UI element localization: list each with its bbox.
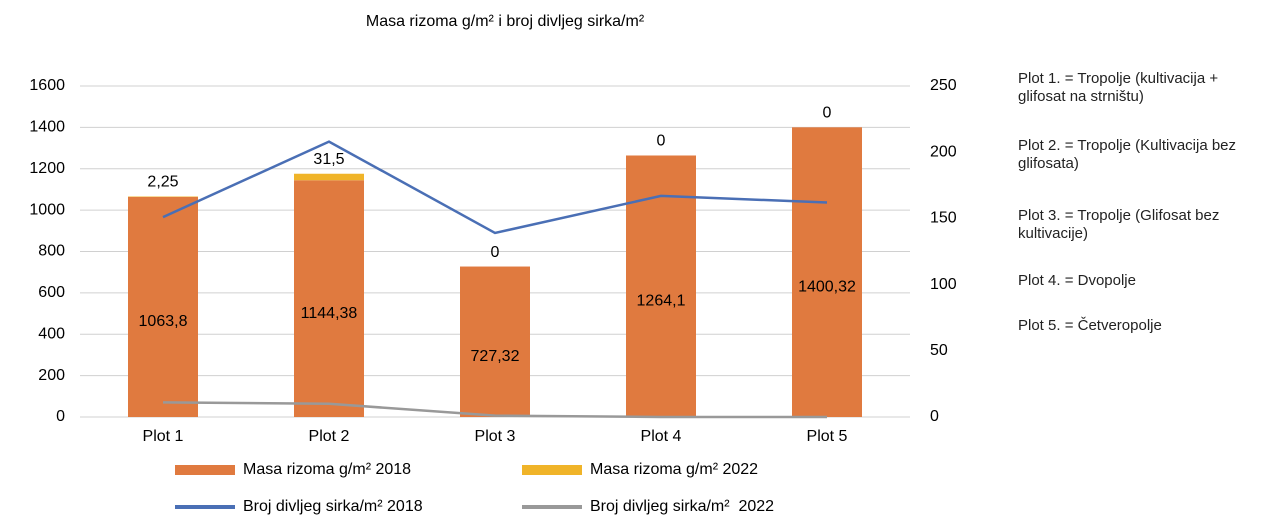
y-tick-label: 1200 (29, 160, 65, 177)
bar-segment (792, 127, 862, 417)
y-tick-label: 1000 (29, 201, 65, 218)
y-tick-label: 1400 (29, 119, 65, 136)
y2-tick-label: 100 (930, 276, 957, 293)
y-tick-label: 200 (38, 367, 65, 384)
y-tick-label: 1600 (29, 77, 65, 94)
data-label: 1144,38 (301, 305, 358, 322)
x-tick-label: Plot 5 (807, 428, 848, 445)
data-label: 2,25 (147, 174, 178, 191)
y2-tick-label: 150 (930, 210, 957, 227)
y2-tick-label: 0 (930, 408, 939, 425)
y-tick-label: 800 (38, 243, 65, 260)
legend-label: Broj divljeg sirka/m² 2022 (590, 498, 774, 515)
x-tick-label: Plot 2 (309, 428, 350, 445)
x-tick-label: Plot 3 (475, 428, 516, 445)
data-label: 0 (823, 105, 832, 122)
y-tick-label: 400 (38, 325, 65, 342)
data-label: 1264,1 (637, 292, 686, 309)
data-label: 31,5 (313, 151, 344, 168)
y-tick-label: 600 (38, 284, 65, 301)
y2-tick-label: 200 (930, 143, 957, 160)
legend-label: Masa rizoma g/m² 2018 (243, 461, 411, 478)
chart: Masa rizoma g/m² i broj divljeg sirka/m²… (29, 13, 957, 515)
annotation: Plot 1. = Tropolje (kultivacija + glifos… (1018, 70, 1219, 105)
y-tick-label: 0 (56, 408, 65, 425)
y2-tick-label: 50 (930, 342, 948, 359)
bar-segment (460, 266, 530, 417)
x-tick-label: Plot 4 (641, 428, 682, 445)
annotation: Plot 3. = Tropolje (Glifosat bez kultiva… (1018, 207, 1220, 242)
annotation: Plot 4. = Dvopolje (1018, 272, 1136, 289)
bar-segment (128, 196, 198, 417)
data-label: 0 (657, 133, 666, 150)
data-label: 1063,8 (139, 313, 188, 330)
line-series (162, 140, 828, 235)
data-label: 727,32 (471, 348, 520, 365)
bar-segment (626, 155, 696, 417)
data-label: 0 (491, 244, 500, 261)
annotation: Plot 5. = Četveropolje (1018, 317, 1162, 334)
chart-title: Masa rizoma g/m² i broj divljeg sirka/m² (366, 13, 645, 30)
data-label: 1400,32 (798, 278, 856, 295)
bar-segment (294, 180, 364, 417)
x-tick-label: Plot 1 (143, 428, 184, 445)
legend-label: Masa rizoma g/m² 2022 (590, 461, 758, 478)
annotation: Plot 2. = Tropolje (Kultivacija bez glif… (1018, 137, 1237, 172)
legend-swatch (522, 465, 582, 475)
legend-label: Broj divljeg sirka/m² 2018 (243, 498, 423, 515)
line-series (162, 401, 827, 419)
legend-swatch (175, 465, 235, 475)
y2-tick-label: 250 (930, 77, 957, 94)
bar-segment (294, 173, 364, 181)
